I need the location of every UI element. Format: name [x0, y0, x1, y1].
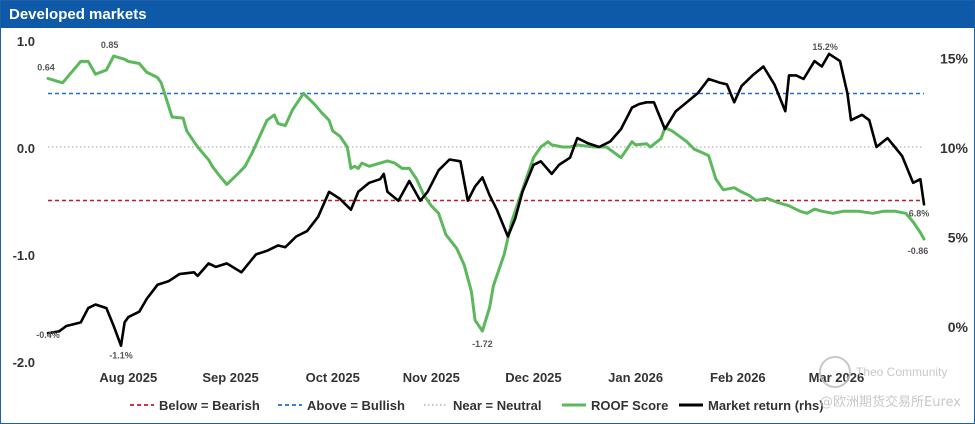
data-label: 15.2%: [812, 42, 838, 52]
x-axis-tick-label: Feb 2026: [710, 370, 766, 385]
legend-label: Below = Bearish: [159, 398, 260, 413]
legend-label: Above = Bullish: [307, 398, 405, 413]
legend-label: ROOF Score: [591, 398, 668, 413]
x-axis-tick-label: Nov 2025: [403, 370, 460, 385]
legend-label: Market return (rhs): [708, 398, 824, 413]
legend-label: Near = Neutral: [453, 398, 542, 413]
data-label: -0.4%: [36, 330, 60, 340]
x-axis-tick-label: Oct 2025: [306, 370, 360, 385]
x-axis-tick-label: Aug 2025: [99, 370, 157, 385]
watermark-line-2: @欧洲期货交易所Eurex: [820, 394, 961, 410]
chart-title: Developed markets: [1, 1, 974, 28]
right-axis-tick-label: 15%: [940, 51, 969, 67]
left-axis-tick-label: -2.0: [13, 355, 35, 370]
data-label: -1.72: [472, 339, 493, 349]
data-label: 0.64: [37, 63, 55, 73]
watermark: Theo Community @欧洲期货交易所Eurex: [819, 356, 961, 410]
x-axis-tick-label: Sep 2025: [202, 370, 258, 385]
data-label: 0.85: [101, 40, 119, 50]
left-axis-tick-label: 1.0: [17, 34, 35, 49]
series-line-market-return-rhs: [46, 52, 926, 348]
x-axis-tick-label: Jan 2026: [608, 370, 663, 385]
data-label: -1.1%: [109, 351, 133, 361]
x-axis-tick-label: Dec 2025: [505, 370, 561, 385]
data-label: -0.86: [908, 246, 929, 256]
series-line-roof-score: [46, 54, 926, 333]
right-axis-tick-label: 0%: [948, 319, 969, 335]
watermark-logo-icon: [819, 356, 851, 388]
watermark-line-1: Theo Community: [856, 365, 947, 379]
right-axis-tick-label: 10%: [940, 140, 969, 156]
right-axis-tick-label: 5%: [948, 230, 969, 246]
left-axis-tick-label: -1.0: [13, 248, 35, 263]
data-label: 6.8%: [909, 208, 930, 218]
left-axis-tick-label: 0.0: [17, 141, 35, 156]
